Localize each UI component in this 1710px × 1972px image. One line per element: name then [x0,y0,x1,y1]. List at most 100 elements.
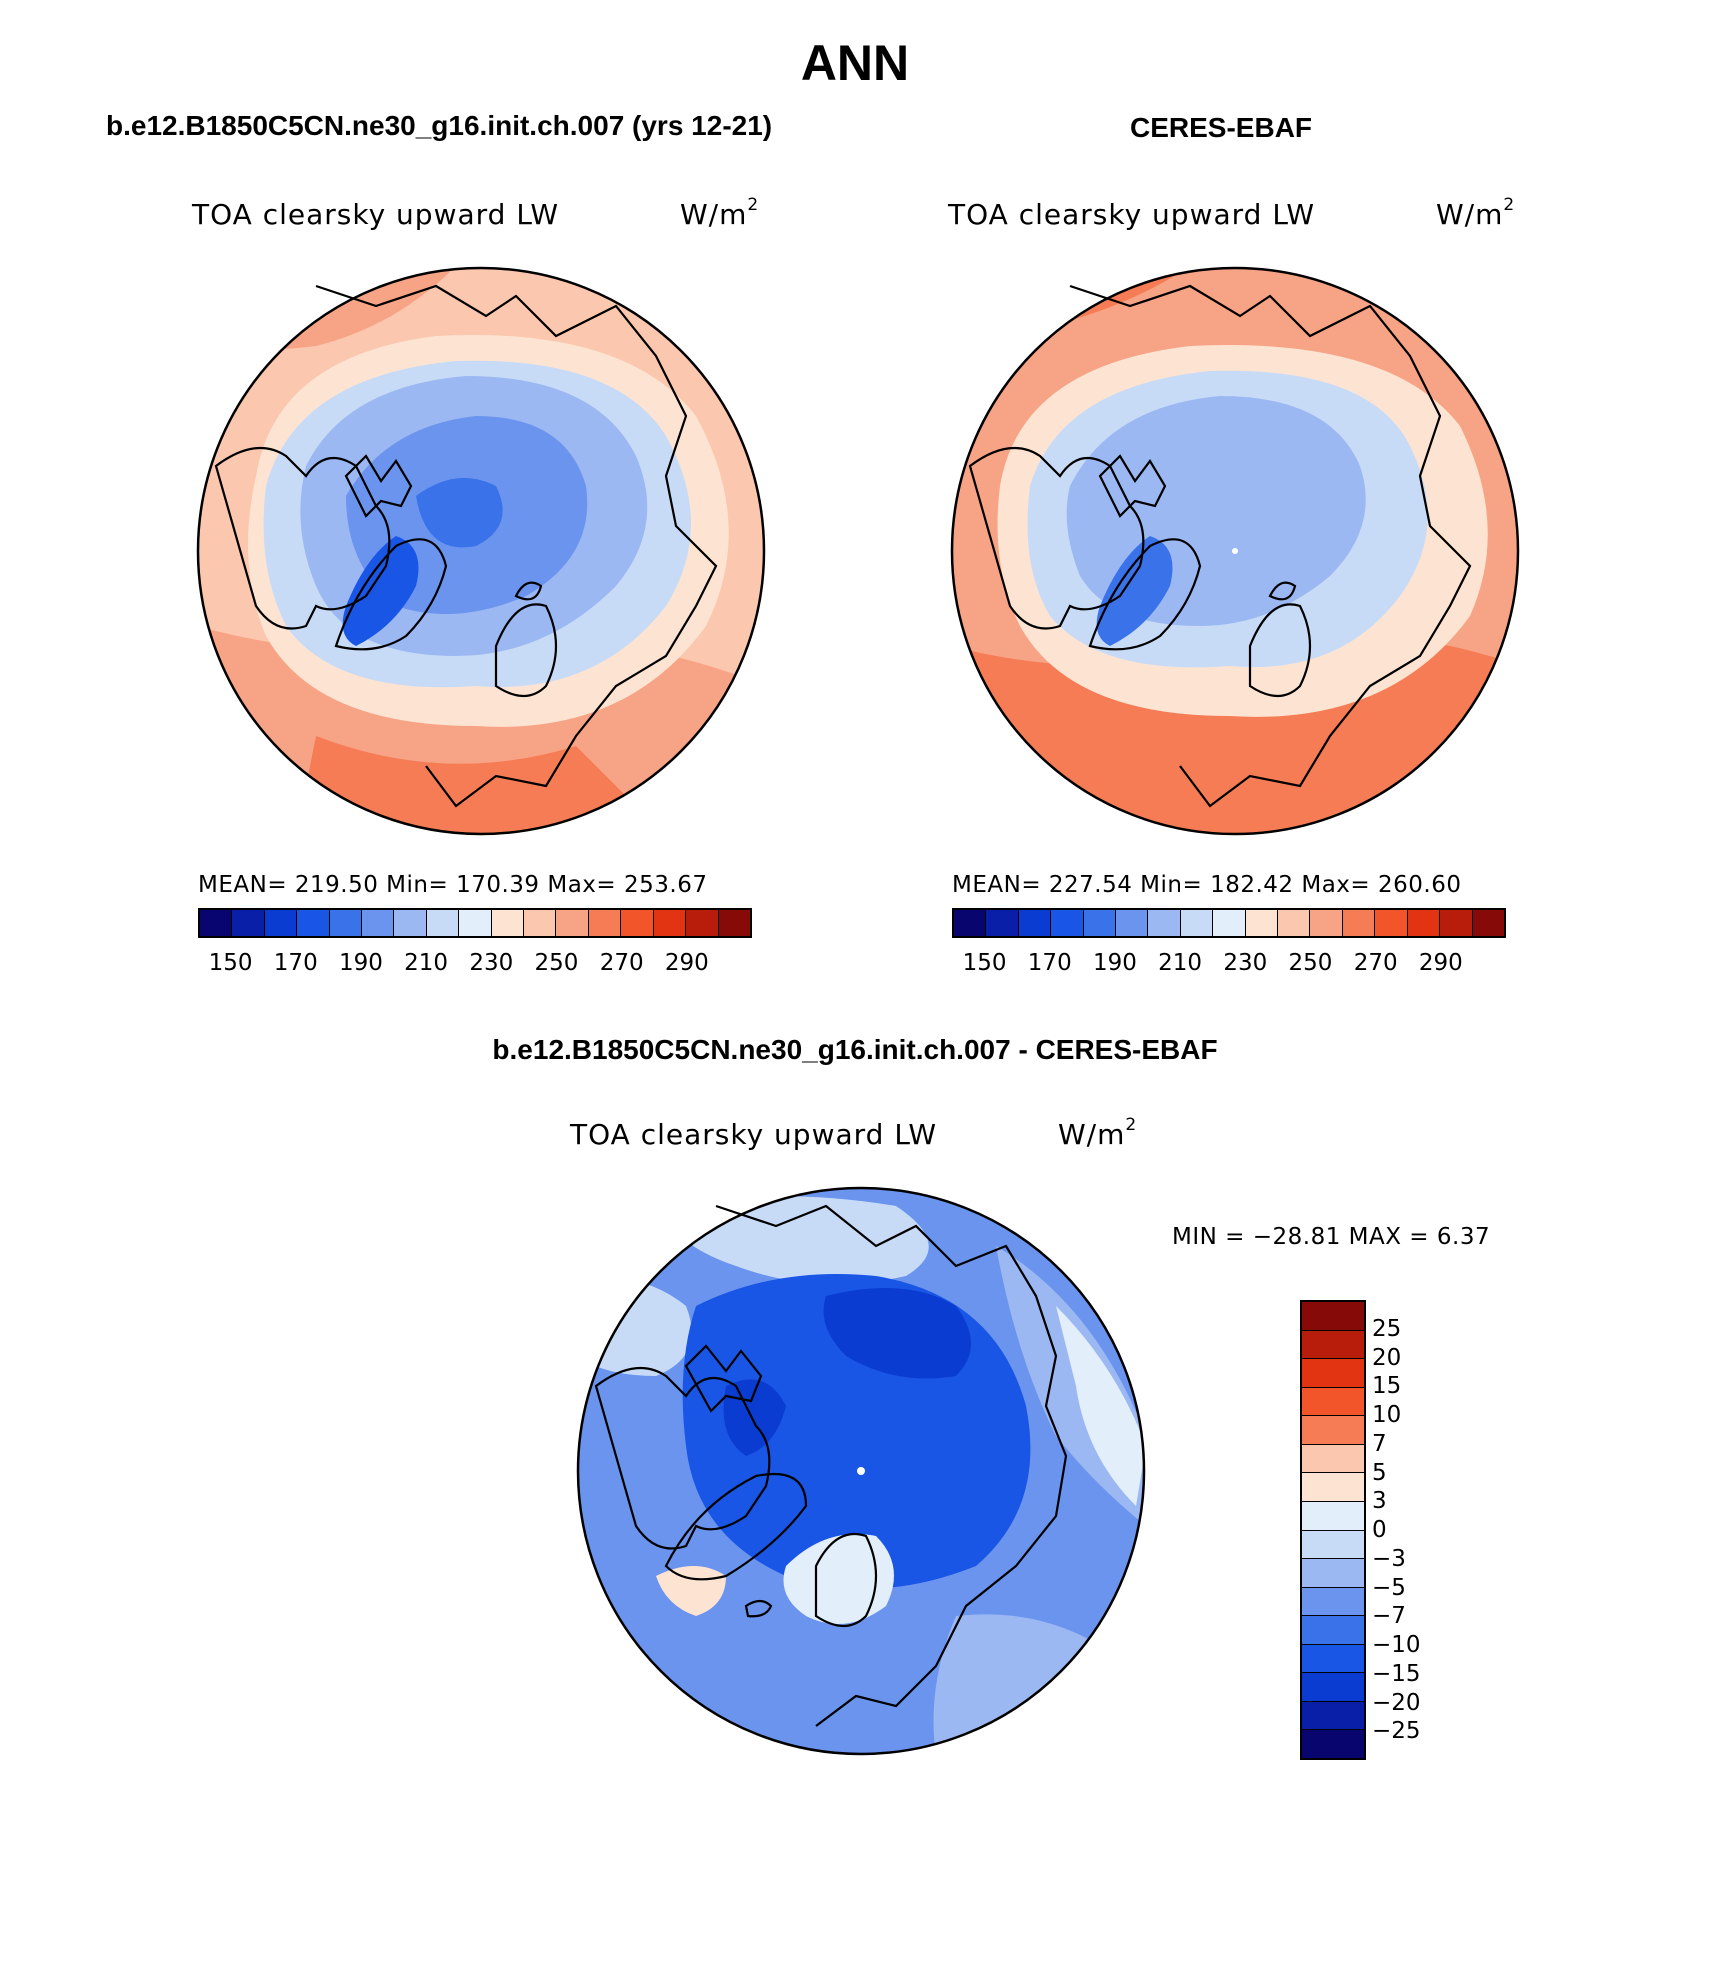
model-polar-map [196,266,766,836]
obs-subtitle: CERES-EBAF [1130,112,1313,143]
obs-coast-scandinavia [1248,603,1312,698]
obs-coast-greenland [1088,538,1202,651]
model-colorbar [198,908,752,938]
colorbar-tick-label: 250 [1288,950,1333,976]
diff-coast-arctic-archipelago [684,1344,763,1413]
colorbar-tick-label: 210 [1158,950,1203,976]
colorbar-swatch [1302,1444,1364,1474]
colorbar-swatch [686,910,719,936]
colorbar-swatch [426,910,460,936]
model-stats: MEAN= 219.50 Min= 170.39 Max= 253.67 [198,872,708,898]
model-coast-north-america [214,446,391,630]
diff-min-max: MIN = −28.81 MAX = 6.37 [1172,1224,1491,1250]
colorbar-tick-label: −5 [1372,1574,1406,1601]
diff-colorbar [1300,1300,1366,1760]
colorbar-swatch [329,910,363,936]
obs-map-border [950,266,1520,836]
colorbar-swatch [1302,1587,1364,1617]
colorbar-swatch [1302,1616,1364,1645]
obs-coast-svalbard [1268,581,1297,601]
colorbar-swatch [588,910,622,936]
colorbar-swatch [1245,910,1279,936]
colorbar-tick-label: 15 [1372,1373,1402,1400]
obs-field-deep-blue-greenland [1096,536,1173,646]
diff-coastlines [594,1204,1068,1727]
model-map-border [196,266,766,836]
diff-coast-scandinavia [814,1532,878,1628]
obs-coast-arctic-archipelago [1098,454,1167,518]
obs-pole-marker [1232,548,1238,554]
obs-coast-eurasia [1069,284,1472,808]
colorbar-swatch [1472,910,1504,936]
colorbar-tick-label: 270 [1353,950,1398,976]
colorbar-swatch [1302,1416,1364,1445]
model-subtitle: b.e12.B1850C5CN.ne30_g16.init.ch.007 (yr… [106,110,773,141]
colorbar-swatch [491,910,525,936]
colorbar-swatch [1440,910,1473,936]
model-field-deep-blue-arctic [416,478,503,548]
colorbar-swatch [1302,1330,1364,1360]
colorbar-tick-label: 0 [1372,1517,1387,1543]
colorbar-tick-label: −3 [1372,1545,1406,1572]
colorbar-swatch [621,910,654,936]
colorbar-tick-label: 290 [1418,950,1463,976]
colorbar-tick-label: 5 [1372,1459,1387,1486]
colorbar-tick-label: −15 [1372,1660,1421,1687]
colorbar-swatch [1302,1473,1364,1502]
colorbar-swatch [1310,910,1343,936]
figure-title: ANN [800,35,910,91]
colorbar-tick-label: 25 [1372,1315,1402,1342]
colorbar-swatch [1302,1673,1364,1702]
obs-coastlines [968,284,1472,808]
colorbar-tick-label: 230 [1223,950,1268,976]
diff-coast-eurasia [715,1204,1068,1727]
colorbar-swatch [986,910,1019,936]
obs-polar-map [950,266,1520,836]
diff-variable-label: TOA clearsky upward LW [570,1118,938,1151]
colorbar-swatch [1302,1359,1364,1388]
diff-field-lightest-east [1056,1306,1144,1506]
colorbar-swatch [1278,910,1311,936]
diff-field-positive-atlantic [783,1534,894,1624]
diff-units-label: W/m2 [1058,1114,1138,1151]
model-coast-arctic-archipelago [344,454,413,518]
obs-colorbar [952,908,1506,938]
colorbar-swatch [1302,1302,1364,1331]
colorbar-swatch [1051,910,1084,936]
model-coastlines [214,284,718,808]
colorbar-tick-label: 7 [1372,1430,1387,1457]
diff-coast-greenland [664,1472,808,1581]
model-variable-label: TOA clearsky upward LW [192,198,560,231]
colorbar-swatch [524,910,557,936]
colorbar-swatch [653,910,687,936]
colorbar-swatch [1342,910,1376,936]
colorbar-tick-label: 190 [338,950,383,976]
diff-pole-marker [857,1467,865,1475]
colorbar-swatch [1148,910,1181,936]
colorbar-tick-label: 290 [664,950,709,976]
colorbar-tick-label: 150 [208,950,253,976]
model-coast-eurasia [315,284,718,808]
colorbar-tick-label: 210 [404,950,449,976]
colorbar-tick-label: 250 [534,950,579,976]
colorbar-swatch [1302,1701,1364,1731]
colorbar-swatch [556,910,589,936]
colorbar-swatch [954,910,987,936]
colorbar-tick-label: 170 [273,950,318,976]
colorbar-swatch [1302,1387,1364,1417]
diff-polar-map [576,1186,1146,1756]
colorbar-tick-label: 150 [962,950,1007,976]
colorbar-swatch [1302,1559,1364,1588]
colorbar-swatch [1018,910,1052,936]
colorbar-tick-label: −7 [1372,1603,1406,1630]
model-field-deep-blue-greenland [342,536,419,646]
colorbar-swatch [200,910,233,936]
colorbar-swatch [718,910,750,936]
colorbar-tick-label: 10 [1372,1402,1402,1428]
colorbar-swatch [264,910,298,936]
colorbar-swatch [1407,910,1441,936]
colorbar-tick-label: −25 [1372,1718,1421,1745]
colorbar-swatch [1302,1644,1364,1674]
colorbar-tick-label: 190 [1092,950,1137,976]
colorbar-swatch [459,910,492,936]
